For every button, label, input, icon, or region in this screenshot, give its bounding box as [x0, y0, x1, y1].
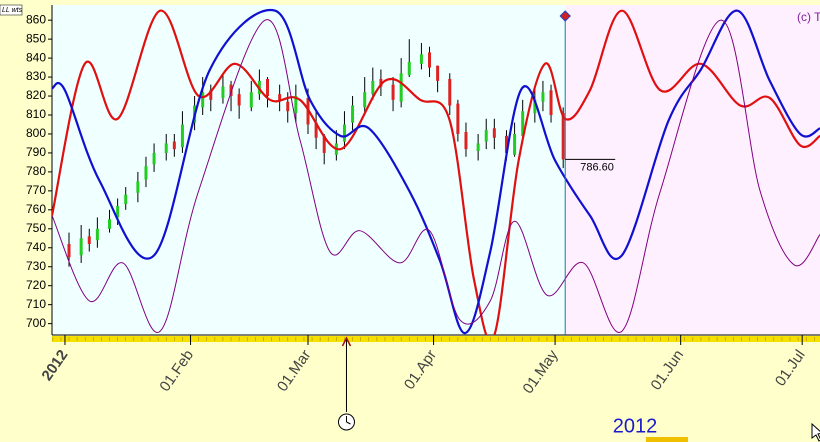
now-marker — [559, 10, 571, 22]
y-tick-label: 840 — [26, 50, 46, 64]
candle-body — [541, 92, 545, 102]
y-tick-label: 750 — [26, 221, 46, 235]
candle-body — [152, 152, 156, 165]
y-tick-label: 730 — [26, 259, 46, 273]
y-tick-label: 740 — [26, 240, 46, 254]
candle-body — [419, 54, 423, 64]
candle-body — [286, 101, 290, 112]
candle-body — [144, 166, 148, 180]
candle-body — [476, 143, 480, 152]
cycle-line — [52, 8, 820, 335]
candle-body — [533, 99, 537, 114]
plot — [52, 8, 820, 335]
candle-body — [278, 94, 282, 100]
candle-body — [371, 80, 375, 95]
candle-body — [363, 92, 367, 108]
candle-body — [428, 52, 432, 68]
candle-body — [391, 84, 395, 100]
candle-body — [265, 78, 269, 97]
candle-body — [561, 113, 565, 160]
corner-box — [0, 4, 23, 16]
candle-body — [249, 92, 253, 108]
candle-body — [322, 135, 326, 153]
cycle-line — [52, 19, 820, 333]
plot-background — [51, 5, 820, 336]
y-tick-label: 770 — [26, 183, 46, 197]
y-tick-label: 860 — [26, 12, 46, 26]
cursor-arrow — [341, 336, 352, 347]
candle-body — [164, 143, 168, 153]
y-tick-label: 780 — [26, 164, 46, 178]
candle-body — [172, 141, 176, 150]
candle-body — [504, 135, 508, 153]
candle-body — [407, 61, 411, 76]
candle-body — [484, 130, 488, 142]
last-price-label: 786.60 — [580, 161, 614, 173]
candle-body — [229, 84, 233, 97]
future-area — [565, 5, 820, 335]
year-label: 2012 — [613, 415, 658, 437]
scroll-handle[interactable] — [646, 437, 688, 442]
candle-body — [464, 132, 468, 150]
y-tick-label: 820 — [26, 88, 46, 102]
candle-body — [448, 78, 452, 106]
candle-body — [351, 105, 355, 123]
candle-body — [180, 124, 184, 148]
candle-body — [521, 111, 525, 136]
candle-body — [201, 92, 205, 108]
candle-body — [456, 103, 460, 134]
candle-body — [209, 90, 213, 100]
candle-body — [399, 73, 403, 102]
candle-body — [136, 181, 140, 193]
y-tick-label: 810 — [26, 107, 46, 121]
candle-body — [108, 219, 112, 229]
candle-body — [79, 238, 83, 256]
candle-body — [379, 78, 383, 87]
y-tick-label: 830 — [26, 69, 46, 83]
copyright: (c) T — [797, 10, 820, 24]
clock-hands — [345, 416, 351, 425]
candle-body — [87, 236, 91, 244]
candle-body — [67, 243, 71, 258]
cycle-line — [52, 9, 820, 335]
corner-label: LL wts — [2, 7, 23, 14]
y-tick-label: 760 — [26, 202, 46, 216]
candle-body — [549, 90, 553, 115]
y-tick-label: 720 — [26, 278, 46, 292]
candle-body — [294, 96, 298, 114]
candle-body — [436, 65, 440, 81]
candle-body — [314, 122, 318, 138]
past-area — [52, 5, 566, 335]
candle-body — [95, 228, 99, 241]
candle-body — [342, 124, 346, 142]
candle-body — [116, 206, 120, 218]
tick-band — [52, 336, 820, 342]
y-tick-label: 710 — [26, 297, 46, 311]
mouse-cursor — [811, 422, 820, 442]
y-tick-label: 700 — [26, 316, 46, 330]
y-tick-label: 800 — [26, 126, 46, 140]
y-tick-label: 790 — [26, 145, 46, 159]
candle-body — [237, 94, 241, 106]
candle-body — [221, 86, 225, 98]
y-tick-label: 850 — [26, 31, 46, 45]
candle-body — [124, 194, 128, 205]
candle-body — [513, 133, 517, 155]
candle-body — [492, 128, 496, 138]
